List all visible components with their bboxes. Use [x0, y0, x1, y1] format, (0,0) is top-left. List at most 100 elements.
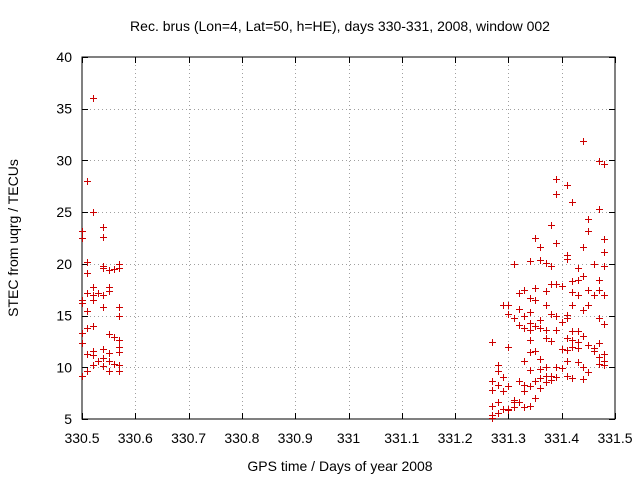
data-point — [116, 337, 123, 344]
data-point — [106, 350, 113, 357]
data-point — [564, 256, 571, 263]
chart-title: Rec. brus (Lon=4, Lat=50, h=HE), days 33… — [130, 18, 550, 34]
data-point — [591, 348, 598, 355]
data-point — [596, 287, 603, 294]
y-tick-label: 30 — [56, 152, 72, 168]
data-point — [516, 378, 523, 385]
data-point — [532, 235, 539, 242]
data-point — [564, 335, 571, 342]
data-point — [601, 358, 608, 365]
data-point — [585, 216, 592, 223]
data-point — [601, 249, 608, 256]
data-point — [521, 325, 528, 332]
data-point — [111, 334, 118, 341]
data-point — [553, 374, 560, 381]
data-point — [516, 322, 523, 329]
data-point — [601, 321, 608, 328]
y-tick-label: 35 — [56, 101, 72, 117]
data-point — [575, 339, 582, 346]
data-point — [559, 365, 566, 372]
x-tick-label: 330.6 — [118, 430, 153, 446]
data-point — [559, 319, 566, 326]
data-point — [585, 342, 592, 349]
data-point — [580, 138, 587, 145]
data-point — [596, 158, 603, 165]
data-point — [537, 257, 544, 264]
data-point — [601, 292, 608, 299]
data-point — [537, 375, 544, 382]
data-point — [532, 285, 539, 292]
x-tick-label: 331.2 — [438, 430, 473, 446]
data-point — [79, 235, 86, 242]
y-tick-label: 15 — [56, 308, 72, 324]
data-point — [521, 358, 528, 365]
data-point — [585, 302, 592, 309]
data-point — [90, 284, 97, 291]
x-tick-label: 330.5 — [64, 430, 99, 446]
data-point — [95, 358, 102, 365]
data-point — [90, 352, 97, 359]
data-point — [596, 340, 603, 347]
data-point — [585, 287, 592, 294]
data-point — [521, 388, 528, 395]
data-point — [521, 287, 528, 294]
data-point — [527, 349, 534, 356]
data-point — [543, 260, 550, 267]
data-point — [601, 161, 608, 168]
data-point — [580, 364, 587, 371]
data-point — [543, 335, 550, 342]
data-point — [521, 404, 528, 411]
data-point — [79, 300, 86, 307]
data-point — [591, 292, 598, 299]
x-tick-label: 330.7 — [171, 430, 206, 446]
data-point — [500, 374, 507, 381]
data-point — [90, 362, 97, 369]
data-point — [537, 356, 544, 363]
data-points — [79, 95, 608, 422]
data-point — [564, 358, 571, 365]
data-point — [532, 378, 539, 385]
data-point — [591, 261, 598, 268]
data-point — [495, 382, 502, 389]
data-point — [559, 283, 566, 290]
data-point — [116, 362, 123, 369]
data-point — [100, 224, 107, 231]
data-point — [84, 325, 91, 332]
data-point — [585, 369, 592, 376]
data-point — [84, 178, 91, 185]
data-point — [106, 288, 113, 295]
data-point — [495, 410, 502, 417]
data-point — [527, 258, 534, 265]
x-tick-label: 330.9 — [278, 430, 313, 446]
data-point — [111, 266, 118, 273]
data-point — [527, 309, 534, 316]
data-point — [527, 295, 534, 302]
data-point — [84, 351, 91, 358]
data-point — [532, 348, 539, 355]
y-tick-label: 20 — [56, 256, 72, 272]
data-point — [575, 277, 582, 284]
data-point — [84, 290, 91, 297]
data-point — [569, 344, 576, 351]
data-point — [596, 277, 603, 284]
data-point — [553, 327, 560, 334]
data-point — [553, 191, 560, 198]
y-axis-label: STEC from uqrg / TECUs — [5, 159, 21, 317]
data-point — [489, 403, 496, 410]
data-point — [100, 346, 107, 353]
data-point — [569, 199, 576, 206]
data-point — [564, 373, 571, 380]
data-point — [569, 375, 576, 382]
data-point — [543, 288, 550, 295]
data-point — [79, 228, 86, 235]
data-point — [569, 302, 576, 309]
data-point — [90, 297, 97, 304]
data-point — [100, 234, 107, 241]
y-tick-label: 25 — [56, 204, 72, 220]
x-axis-label: GPS time / Days of year 2008 — [247, 458, 432, 474]
data-point — [90, 323, 97, 330]
data-point — [511, 261, 518, 268]
x-tick-label: 331.4 — [544, 430, 579, 446]
data-point — [100, 292, 107, 299]
